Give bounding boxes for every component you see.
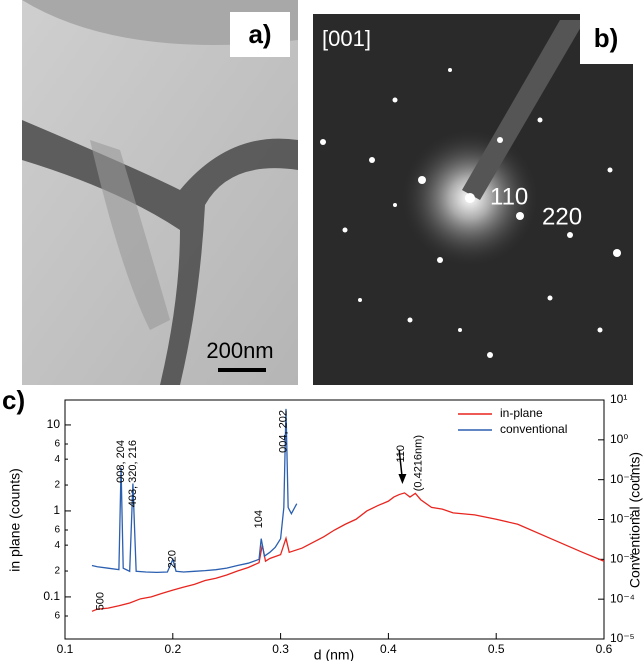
y-tick-label: 6 xyxy=(54,525,60,536)
spot-label: 220 xyxy=(542,203,582,230)
x-tick-label: 0.3 xyxy=(272,642,289,656)
scale-bar-label: 200nm xyxy=(206,338,273,363)
annotation: 220 xyxy=(167,550,179,568)
annotation: 004, 202 xyxy=(278,410,290,453)
annotation: (0.4216nm) xyxy=(412,435,424,491)
y-tick-label: 4 xyxy=(54,540,60,551)
y-tick-label: 6 xyxy=(54,439,60,450)
annotation: 104 xyxy=(253,510,265,528)
annotation-arrowhead xyxy=(398,474,406,484)
y-tick-label: 2 xyxy=(54,480,60,491)
panel-label: c) xyxy=(2,385,25,415)
zone-axis: [001] xyxy=(322,26,371,51)
y-tick-label: 6 xyxy=(54,611,60,622)
annotation: 008, 204 xyxy=(115,440,127,483)
y-tick-label: 4 xyxy=(54,454,60,465)
panel-a: a) 200nm xyxy=(22,0,298,385)
y-tick-label: 2 xyxy=(54,566,60,577)
annotation: 110 xyxy=(395,445,407,463)
annotation: 403, 320, 216 xyxy=(127,440,139,507)
figure: a) 200nm b) [001] 110 220 c) d (nm) in p… xyxy=(0,0,644,661)
spot-label: 110 xyxy=(490,183,528,210)
series-line xyxy=(92,409,297,573)
page: {"panels": { "a": {"label": "a)", "scale… xyxy=(0,0,644,661)
y2-tick-label: 10⁰ xyxy=(610,432,628,446)
x-tick-label: 0.4 xyxy=(380,642,397,656)
x-axis-label: d (nm) xyxy=(314,647,354,661)
y2-tick-label: 10⁻⁵ xyxy=(610,631,635,645)
panel-label: a) xyxy=(248,19,271,49)
panel-label: b) xyxy=(594,23,619,53)
legend-label: in-plane xyxy=(500,406,543,420)
annotation: 500 xyxy=(94,592,106,610)
y2-tick-label: 10⁻² xyxy=(610,512,634,526)
y-axis-label: in plane (counts) xyxy=(7,468,23,572)
y-tick-label: 10 xyxy=(47,417,61,431)
x-tick-label: 0.2 xyxy=(164,642,181,656)
y2-tick-label: 10⁻¹ xyxy=(610,472,634,486)
y2-tick-label: 10¹ xyxy=(610,392,627,406)
y2-tick-label: 10⁻⁴ xyxy=(610,591,635,605)
x-tick-label: 0.5 xyxy=(488,642,505,656)
y2-tick-label: 10⁻³ xyxy=(610,552,634,566)
chart: c) d (nm) in plane (counts) Conventional… xyxy=(2,385,643,661)
y-tick-label: 1 xyxy=(53,503,60,517)
legend-label: conventional xyxy=(500,422,567,436)
x-tick-label: 0.1 xyxy=(57,642,74,656)
panel-b: b) [001] 110 220 xyxy=(313,14,633,385)
y-tick-label: 0.1 xyxy=(43,589,60,603)
